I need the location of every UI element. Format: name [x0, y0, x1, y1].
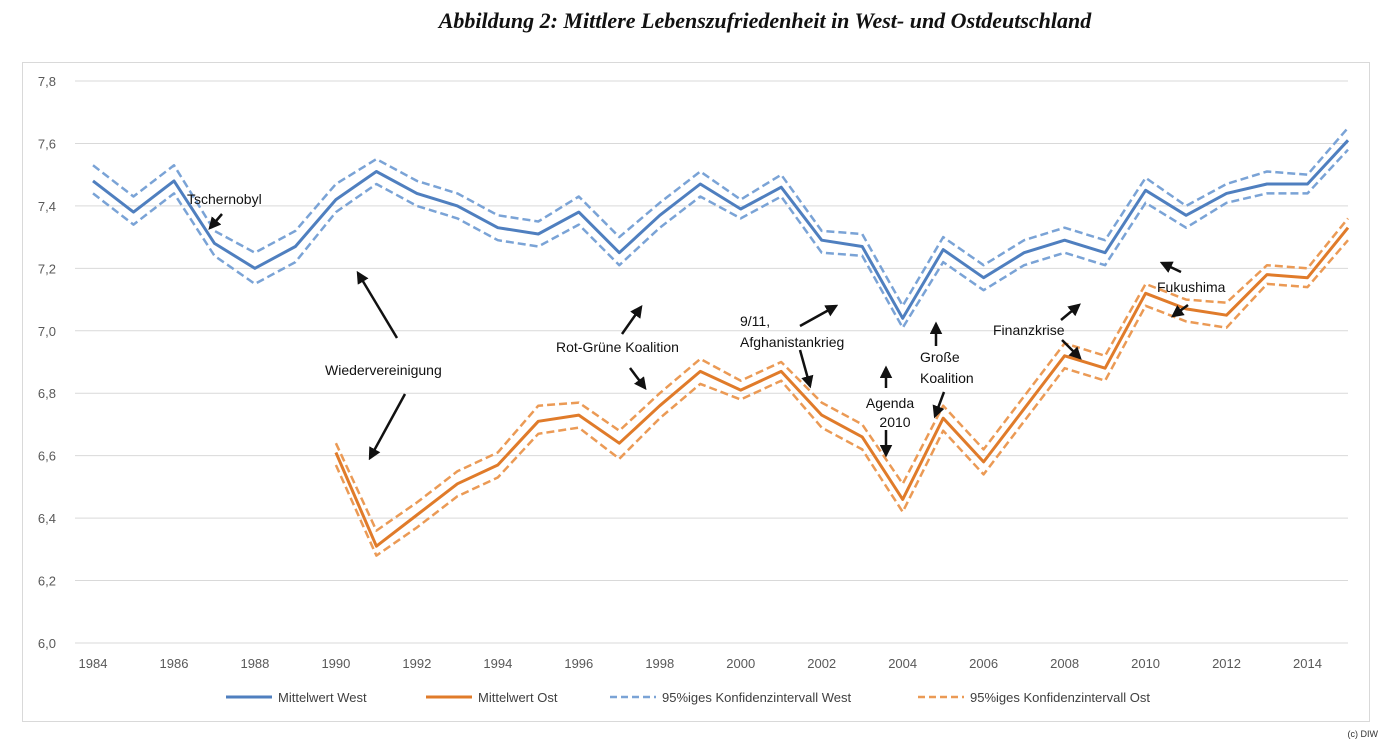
annotation-koalition: Koalition: [920, 370, 974, 386]
series-line-95-iges-konfidenzintervall-west-lower: [92, 148, 1349, 329]
annotation-agenda: Agenda: [866, 395, 914, 411]
y-tick-label: 7,4: [38, 199, 56, 214]
x-tick-label: 1998: [645, 656, 674, 671]
x-tick-label: 2006: [969, 656, 998, 671]
annotation-arrow: [1159, 261, 1182, 274]
legend-label-ci-west: 95%iges Konfidenzintervall West: [662, 690, 851, 705]
y-tick-label: 6,6: [38, 449, 56, 464]
annotation-tschernobyl: Tschernobyl: [187, 191, 262, 207]
x-tick-label: 1990: [321, 656, 350, 671]
annotation-arrow: [1060, 303, 1081, 321]
annotation-wiedervereinigung: Wiedervereinigung: [325, 362, 442, 378]
x-tick-label: 1988: [240, 656, 269, 671]
annotation-arrow: [620, 304, 643, 335]
gridlines: [75, 80, 1348, 644]
annotation-9-11: 9/11,: [740, 313, 770, 329]
series-lines: [92, 126, 1350, 557]
x-tick-label: 2010: [1131, 656, 1160, 671]
annotation-fukushima: Fukushima: [1157, 279, 1226, 295]
x-tick-label: 1994: [483, 656, 512, 671]
credit-label: (c) DIW: [1347, 729, 1379, 739]
y-tick-label: 6,8: [38, 386, 56, 401]
y-axis: 6,0 6,2 6,4 6,6 6,8 7,0 7,2 7,4 7,6 7,8: [38, 74, 56, 651]
x-tick-label: 2000: [726, 656, 755, 671]
series-line-95-iges-konfidenzintervall-ost-lower: [334, 239, 1349, 557]
annotation-grosse: Große: [920, 349, 960, 365]
y-tick-label: 6,2: [38, 574, 56, 589]
y-tick-label: 7,6: [38, 136, 56, 151]
annotation-arrow: [368, 393, 407, 461]
x-tick-label: 1984: [79, 656, 108, 671]
y-tick-label: 7,2: [38, 261, 56, 276]
x-axis: 1984 1986 1988 1990 1992 1994 1996 1998 2000 2002…: [79, 656, 1322, 671]
series-line-95-iges-konfidenzintervall-west-upper: [92, 126, 1349, 308]
x-tick-label: 1986: [160, 656, 189, 671]
x-tick-label: 2014: [1293, 656, 1322, 671]
annotation-arrow: [1170, 303, 1189, 318]
annotation-arrow: [932, 391, 946, 419]
annotation-afghanistankrieg: Afghanistankrieg: [740, 334, 844, 350]
x-tick-label: 1996: [564, 656, 593, 671]
x-tick-label: 1992: [402, 656, 431, 671]
x-tick-label: 2012: [1212, 656, 1241, 671]
annotation-rot-gruene-koalition: Rot-Grüne Koalition: [556, 339, 679, 355]
annotation-arrows: [208, 213, 1189, 461]
legend-label-west: Mittelwert West: [278, 690, 367, 705]
series-line-mittelwert-west: [92, 139, 1350, 320]
annotation-arrow: [208, 213, 223, 230]
page-title: Abbildung 2: Mittlere Lebenszufriedenhei…: [438, 8, 1092, 33]
y-tick-label: 6,4: [38, 511, 56, 526]
x-tick-label: 2004: [888, 656, 917, 671]
legend: Mittelwert West Mittelwert Ost 95%iges K…: [226, 690, 1150, 705]
annotation-arrow: [798, 349, 814, 389]
legend-label-ci-ost: 95%iges Konfidenzintervall Ost: [970, 690, 1150, 705]
annotation-arrow: [629, 367, 647, 390]
annotation-arrow: [799, 304, 839, 328]
x-tick-label: 2008: [1050, 656, 1079, 671]
annotation-finanzkrise: Finanzkrise: [993, 322, 1065, 338]
annotation-agenda-2010: 2010: [879, 414, 910, 430]
annotation-arrow: [1061, 339, 1082, 360]
chart-frame: [22, 62, 1370, 722]
y-tick-label: 6,0: [38, 636, 56, 651]
annotations: Tschernobyl Wiedervereinigung Rot-Grüne …: [187, 191, 1226, 430]
series-line-mittelwert-ost: [334, 226, 1350, 548]
annotation-arrow: [356, 270, 399, 339]
x-tick-label: 2002: [807, 656, 836, 671]
legend-label-ost: Mittelwert Ost: [478, 690, 558, 705]
y-tick-label: 7,0: [38, 324, 56, 339]
series-line-95-iges-konfidenzintervall-ost-upper: [334, 217, 1349, 532]
y-tick-label: 7,8: [38, 74, 56, 89]
